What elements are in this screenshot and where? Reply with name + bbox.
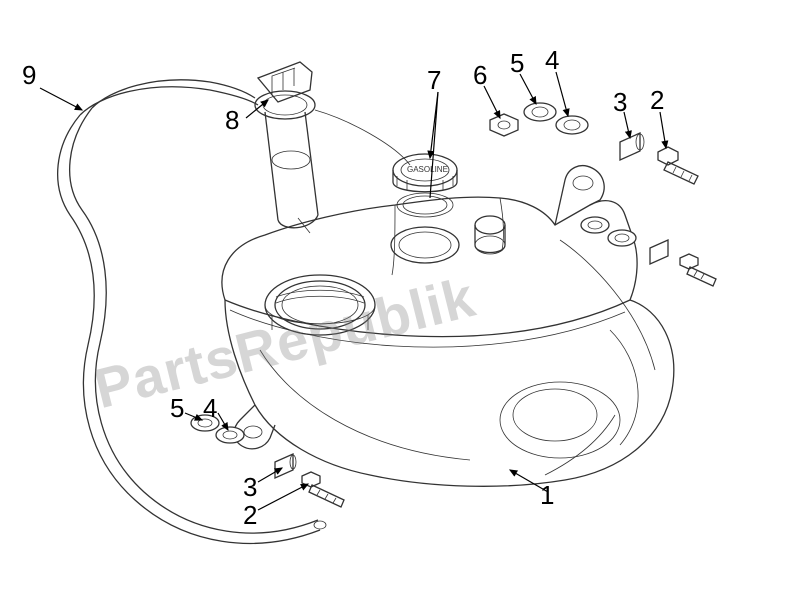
callout-1: 1 — [540, 480, 554, 511]
callout-9: 9 — [22, 60, 36, 91]
callout-2a: 2 — [650, 85, 664, 116]
callout-2b: 2 — [243, 500, 257, 531]
callout-3a: 3 — [613, 87, 627, 118]
callout-6: 6 — [473, 60, 487, 91]
fuel-sender — [255, 62, 318, 233]
hardware-lower — [191, 415, 344, 507]
gasoline-cap: GASOLINE — [393, 154, 457, 217]
fuel-tank — [222, 166, 674, 487]
callout-4a: 4 — [545, 45, 559, 76]
callout-8: 8 — [225, 105, 239, 136]
callout-3b: 3 — [243, 472, 257, 503]
callout-7: 7 — [427, 65, 441, 96]
cap-label: GASOLINE — [407, 165, 448, 174]
parts-diagram: GASOLINE — [0, 0, 800, 600]
diagram-svg: GASOLINE — [0, 0, 800, 600]
callout-5a: 5 — [510, 48, 524, 79]
callout-4b: 4 — [203, 393, 217, 424]
leader-lines — [40, 72, 666, 510]
callout-5b: 5 — [170, 393, 184, 424]
